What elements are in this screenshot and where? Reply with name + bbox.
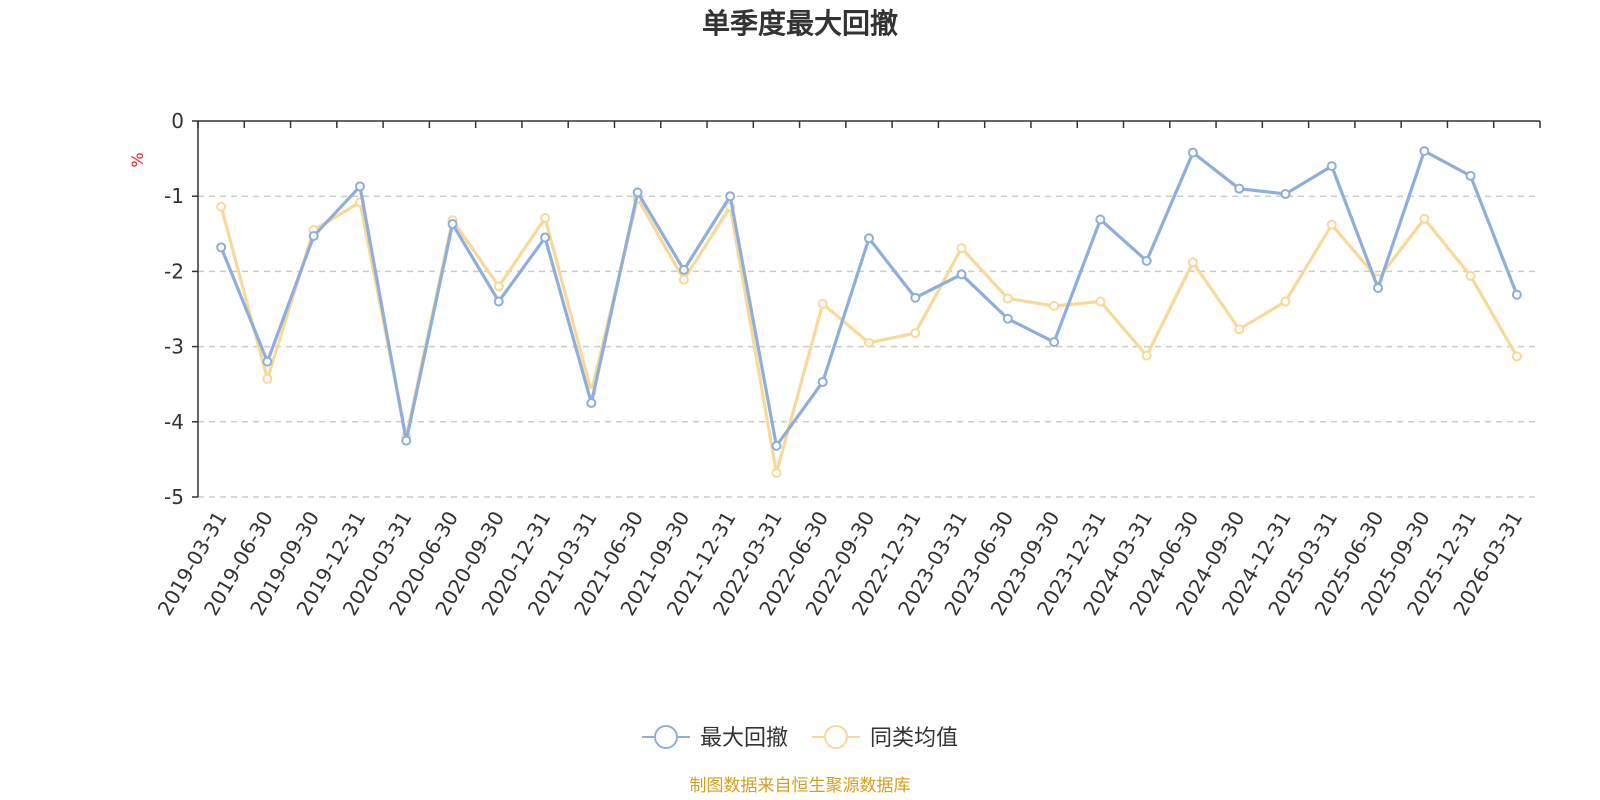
y-tick-label: -2 [164, 259, 184, 283]
data-point [632, 187, 643, 198]
data-point [678, 274, 689, 285]
data-point [1002, 313, 1013, 324]
data-point [262, 356, 273, 367]
data-point [1234, 183, 1245, 194]
data-point [910, 328, 921, 339]
data-point [771, 440, 782, 451]
data-point [1280, 188, 1291, 199]
data-point [540, 232, 551, 243]
chart-title: 单季度最大回撤 [702, 7, 898, 40]
series-lines [216, 146, 1522, 478]
data-point [771, 467, 782, 478]
data-point [493, 281, 504, 292]
data-point [956, 269, 967, 280]
data-point [401, 435, 412, 446]
legend-item[interactable]: 同类均值 [812, 725, 958, 751]
data-point [1465, 270, 1476, 281]
data-point [216, 242, 227, 253]
data-point [1002, 293, 1013, 304]
data-point [864, 337, 874, 348]
axes [192, 120, 1541, 498]
series-line-0 [219, 149, 1519, 448]
data-point [1280, 296, 1291, 307]
data-point [1511, 289, 1522, 300]
data-point [447, 219, 458, 230]
data-point [1049, 337, 1060, 348]
data-point [354, 181, 365, 192]
data-point [216, 201, 227, 212]
y-tick-labels: 0 -1 -2 -3 -4 -5 [164, 109, 184, 509]
data-point [1465, 170, 1476, 181]
data-point [1326, 161, 1337, 172]
data-point [956, 243, 967, 254]
data-point [1326, 219, 1337, 230]
data-point [1187, 147, 1198, 158]
y-tick-label: -5 [164, 485, 184, 509]
data-point [540, 213, 551, 224]
legend: 最大回撤 同类均值 [642, 725, 958, 751]
y-tick-label: -3 [164, 335, 184, 359]
data-point [1234, 324, 1245, 335]
data-point [910, 292, 921, 303]
data-point [1511, 351, 1522, 362]
data-point [1187, 257, 1198, 268]
legend-item[interactable]: 最大回撤 [642, 725, 788, 751]
data-point [1141, 350, 1152, 361]
data-point [817, 298, 828, 309]
data-point [864, 233, 874, 244]
y-axis-unit-label: % [128, 152, 147, 167]
y-tick-label: 0 [171, 109, 184, 133]
data-point [262, 373, 273, 384]
data-point [1095, 296, 1106, 307]
data-point [1141, 255, 1152, 266]
x-tick-labels: 2019-03-312019-06-302019-09-302019-12-31… [153, 507, 1528, 620]
data-source-note: 制图数据来自恒生聚源数据库 [690, 776, 911, 796]
data-point [1049, 300, 1060, 311]
legend-circle-icon [824, 725, 848, 749]
y-tick-label: -1 [164, 184, 184, 208]
data-point [586, 398, 597, 408]
data-point [1419, 146, 1430, 157]
data-point [725, 191, 736, 202]
data-point [1095, 214, 1106, 225]
data-point [1373, 282, 1384, 293]
data-point [817, 376, 828, 387]
data-point [308, 231, 319, 242]
legend-circle-icon [654, 725, 678, 749]
legend-label: 同类均值 [870, 726, 958, 751]
y-tick-label: -4 [164, 410, 184, 434]
data-point [1419, 213, 1430, 224]
data-point [493, 296, 504, 307]
data-point [678, 264, 689, 275]
legend-label: 最大回撤 [700, 726, 788, 751]
